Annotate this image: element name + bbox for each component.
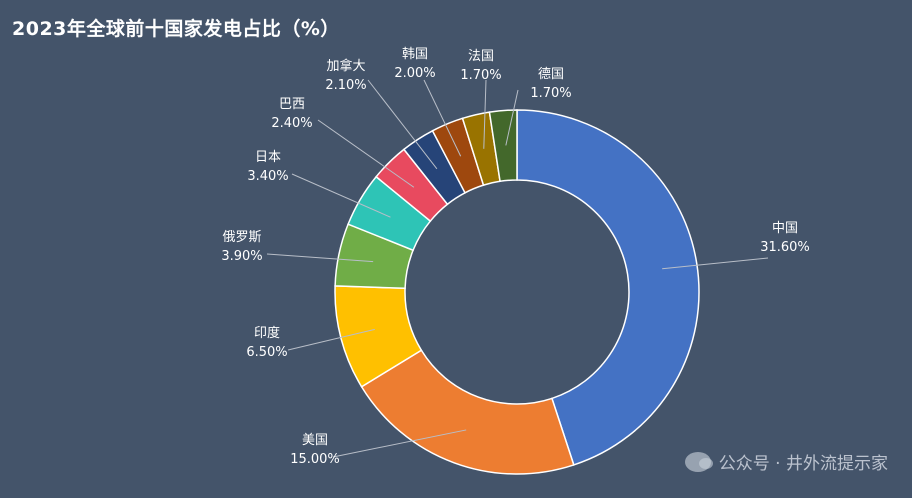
slice-label-name: 日本 (255, 150, 281, 165)
leader-line-2 (332, 429, 467, 458)
slice-label-percent: 1.70% (460, 68, 501, 83)
leader-line-10 (505, 89, 519, 146)
watermark-text: 公众号 · 井外流提示家 (718, 454, 888, 474)
leader-line-9 (483, 79, 487, 149)
slice-label-percent: 15.00% (290, 452, 340, 467)
slice-label-percent: 2.40% (271, 116, 312, 131)
leader-line-8 (423, 79, 462, 157)
leader-line-4 (266, 253, 374, 263)
donut-slices (334, 109, 700, 475)
wechat-icon (684, 451, 713, 472)
slice-label-percent: 31.60% (760, 240, 810, 255)
leader-line-3 (287, 328, 375, 351)
leader-lines (266, 79, 769, 458)
leader-line-7 (367, 79, 438, 170)
chart-title: 2023年全球前十国家发电占比（%） (12, 18, 340, 40)
leader-line-6 (317, 119, 415, 188)
slice-label-percent: 1.70% (530, 86, 571, 101)
slice-label-name: 加拿大 (326, 58, 365, 74)
slice-label-name: 德国 (538, 67, 564, 82)
leader-line-1 (662, 257, 769, 270)
slice-label-name: 俄罗斯 (222, 230, 261, 245)
slice-label-percent: 3.90% (221, 249, 262, 264)
slice-label-name: 巴西 (279, 97, 305, 112)
slice-label-percent: 2.00% (394, 66, 435, 81)
slice-label-name: 印度 (254, 325, 280, 341)
slice-label-percent: 6.50% (246, 345, 287, 360)
slice-label-name: 韩国 (402, 47, 428, 62)
slice-labels: 中国 31.60% 美国 15.00% 印度 6.50% 俄罗斯 3.90% 日本 3.40% 巴西… (221, 47, 809, 467)
slice-label-percent: 2.10% (325, 78, 366, 93)
slice-label-name: 中国 (772, 221, 798, 236)
slice-label-name: 美国 (302, 433, 328, 448)
slice-label-percent: 3.40% (247, 169, 288, 184)
leader-line-5 (291, 173, 391, 218)
watermark: 公众号 · 井外流提示家 (684, 449, 888, 474)
slice-label-name: 法国 (468, 49, 494, 64)
slice-2 (360, 349, 575, 475)
slice-1 (516, 109, 700, 466)
